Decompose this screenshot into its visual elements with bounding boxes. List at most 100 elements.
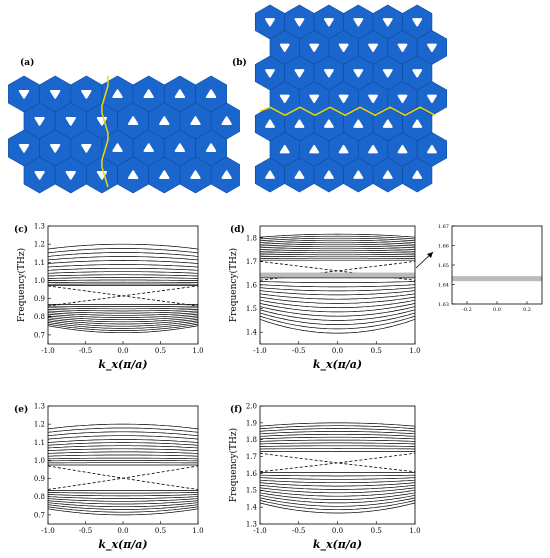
bulk-band-line bbox=[48, 492, 198, 494]
triangle-hole bbox=[412, 69, 423, 78]
x-tick-label: 0.0 bbox=[332, 347, 343, 355]
bulk-band-line bbox=[260, 477, 415, 480]
y-tick-label: 0.8 bbox=[34, 313, 45, 321]
y-tick-label: 1.2 bbox=[34, 241, 45, 249]
y-tick-label: 1.3 bbox=[34, 402, 45, 410]
triangle-hole bbox=[81, 89, 92, 99]
triangle-hole bbox=[382, 69, 393, 78]
triangle-hole bbox=[174, 89, 186, 99]
bulk-band-line bbox=[260, 315, 415, 330]
triangle-hole bbox=[382, 170, 393, 179]
triangle-hole bbox=[323, 170, 334, 179]
bulk-band-line bbox=[260, 439, 415, 442]
triangle-hole bbox=[294, 69, 305, 78]
triangle-hole bbox=[65, 116, 76, 126]
bulk-band-line bbox=[48, 274, 198, 277]
bulk-band-line bbox=[48, 498, 198, 502]
y-tick-label: 1.63 bbox=[438, 302, 449, 308]
triangle-hole bbox=[323, 69, 334, 78]
band-chart-d: -1.0 -0.5 0.0 0.5 1.0 1.4 1.5 1.6 1.7 1.8 k_x(π/a)… bbox=[228, 224, 434, 372]
triangle-hole bbox=[353, 69, 364, 78]
bulk-band-line bbox=[260, 425, 415, 430]
triangle-hole bbox=[265, 170, 275, 179]
edge-state-line bbox=[48, 285, 198, 307]
y-tick-label: 1.6 bbox=[246, 281, 258, 289]
triangle-hole bbox=[50, 89, 61, 99]
bulk-band-line bbox=[260, 303, 415, 313]
x-tick-label: -1.0 bbox=[41, 527, 55, 535]
triangle-hole bbox=[34, 170, 45, 180]
x-tick-label: -1.0 bbox=[253, 527, 267, 535]
bulk-band-line bbox=[260, 281, 415, 283]
y-tick-label: 1.0 bbox=[34, 457, 45, 465]
flat-band bbox=[452, 276, 542, 282]
bulk-band-line bbox=[48, 323, 198, 331]
bulk-band-line bbox=[260, 497, 415, 507]
x-tick-label: 0.5 bbox=[155, 347, 166, 355]
triangle-hole bbox=[159, 170, 170, 180]
triangle-hole bbox=[412, 119, 423, 128]
triangle-hole bbox=[412, 170, 423, 179]
panel-label-b: (b) bbox=[232, 58, 247, 68]
triangle-hole bbox=[323, 119, 334, 128]
y-tick-label: 0.7 bbox=[34, 511, 45, 519]
bulk-band-line bbox=[48, 312, 198, 316]
bulk-band-line bbox=[48, 264, 198, 268]
axes-frame bbox=[451, 225, 543, 305]
band-chart-f: -1.0 -0.5 0.0 0.5 1.0 1.3 1.4 1.5 1.6 1.7 1.8 1.9 2.… bbox=[228, 402, 421, 552]
plot-area bbox=[48, 423, 198, 516]
bulk-band-line bbox=[48, 252, 198, 257]
bulk-band-line bbox=[260, 445, 415, 447]
band-chart-c: -1.0 -0.5 0.0 0.5 1.0 0.7 0.8 0.9 1.0 1.1 1.2 1.3 k_… bbox=[14, 222, 204, 372]
bulk-band-line bbox=[48, 325, 198, 334]
bulk-band-line bbox=[48, 435, 198, 440]
y-tick-label: 1.66 bbox=[438, 243, 449, 249]
bulk-band-line bbox=[48, 431, 198, 437]
x-tick-label: -0.5 bbox=[292, 347, 306, 355]
bulk-band-line bbox=[48, 248, 198, 254]
x-tick-label: 0.2 bbox=[523, 307, 531, 313]
band-chart-d-inset: -0.2 0.0 0.2 1.63 1.64 1.65 1.66 1.67 bbox=[438, 224, 543, 313]
bulk-band-line bbox=[260, 492, 415, 500]
triangle-hole bbox=[412, 18, 423, 27]
y-tick-label: 1.8 bbox=[246, 436, 257, 444]
bulk-band-line bbox=[48, 439, 198, 443]
y-tick-label: 1.2 bbox=[34, 421, 45, 429]
band-chart-e: -1.0 -0.5 0.0 0.5 1.0 0.7 0.8 0.9 1.0 1.1 1.2 1.3 k_… bbox=[14, 402, 204, 552]
bulk-band-line bbox=[48, 320, 198, 327]
x-tick-label: 0.5 bbox=[371, 527, 382, 535]
y-tick-label: 0.8 bbox=[34, 493, 45, 501]
bulk-band-line bbox=[48, 448, 198, 452]
bulk-band-line bbox=[260, 487, 415, 494]
triangle-hole bbox=[18, 143, 30, 153]
triangle-hole bbox=[294, 119, 305, 128]
x-tick-label: 1.0 bbox=[192, 347, 203, 355]
y-tick-label: 1.0 bbox=[34, 277, 45, 285]
y-tick-label: 1.1 bbox=[34, 439, 45, 447]
x-tick-label: 1.0 bbox=[409, 347, 420, 355]
bulk-band-line bbox=[48, 318, 198, 325]
bulk-band-line bbox=[260, 479, 415, 484]
x-axis-label: k_x(π/a) bbox=[313, 538, 362, 552]
triangle-hole bbox=[294, 18, 305, 27]
triangle-hole bbox=[368, 144, 378, 154]
lattice-diagram-b bbox=[254, 4, 448, 193]
bulk-band-line bbox=[48, 243, 198, 250]
bulk-band-line bbox=[48, 267, 198, 271]
bulk-band-line bbox=[48, 500, 198, 505]
triangle-hole bbox=[338, 94, 349, 104]
triangle-hole bbox=[353, 170, 364, 179]
bulk-band-line bbox=[260, 296, 415, 304]
y-tick-label: 1.3 bbox=[246, 520, 257, 528]
triangle-hole bbox=[368, 94, 378, 104]
bulk-band-line bbox=[48, 445, 198, 449]
x-tick-label: 0.0 bbox=[493, 307, 501, 313]
y-axis-label: Frequency(THz) bbox=[16, 248, 27, 322]
bulk-band-line bbox=[48, 322, 198, 329]
triangle-hole bbox=[190, 170, 201, 180]
bulk-band-line bbox=[260, 255, 415, 258]
triangle-hole bbox=[81, 143, 92, 153]
panel-label-a: (a) bbox=[20, 58, 35, 68]
plot-area bbox=[260, 422, 415, 514]
triangle-hole bbox=[353, 119, 364, 128]
